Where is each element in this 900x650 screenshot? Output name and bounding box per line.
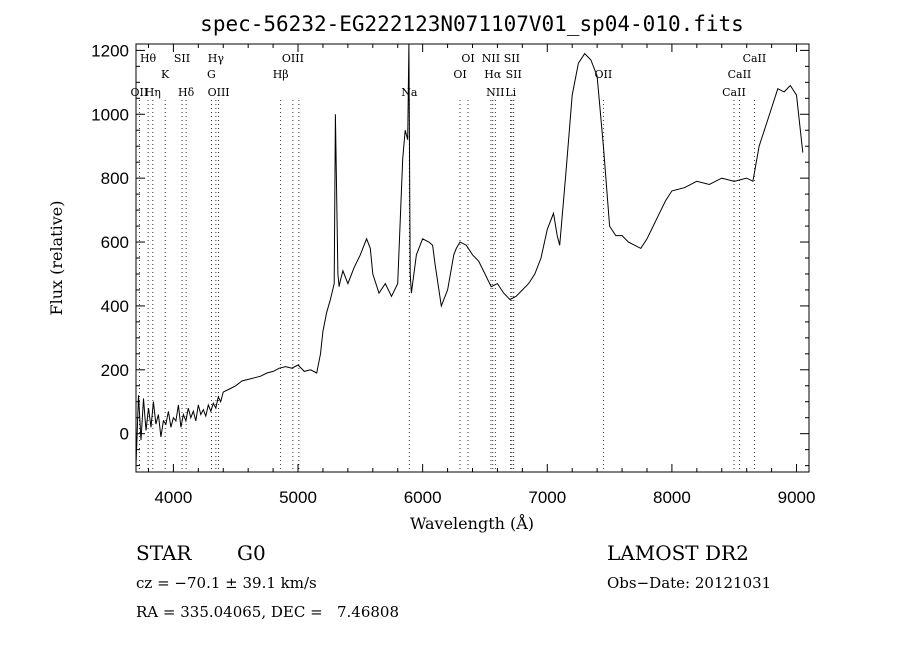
line-label: G: [207, 68, 216, 81]
line-label: Hη: [145, 86, 161, 99]
object-class: STAR: [136, 541, 192, 565]
y-axis-label: Flux (relative): [47, 201, 66, 316]
object-subclass: G0: [237, 541, 266, 565]
spectrum-line: [135, 43, 804, 466]
x-tick-label: 4000: [154, 488, 192, 507]
line-label: Hα: [484, 68, 502, 81]
chart-title: spec-56232-EG222123N071107V01_sp04-010.f…: [200, 12, 744, 36]
x-tick-label: 5000: [279, 488, 317, 507]
coordinates: RA = 335.04065, DEC = 7.46808: [136, 603, 400, 621]
survey-name: LAMOST DR2: [607, 541, 749, 565]
redshift-text: cz = −70.1 ± 39.1 km/s: [136, 574, 317, 592]
x-tick-label: 9000: [778, 488, 816, 507]
line-label: CaII: [722, 86, 746, 99]
x-tick-label: 8000: [653, 488, 691, 507]
line-label: CaII: [728, 68, 752, 81]
line-label: Hδ: [178, 86, 195, 99]
x-tick-label: 6000: [404, 488, 442, 507]
line-label: Li: [505, 86, 516, 99]
line-label: OII: [595, 68, 613, 81]
x-tick-label: 7000: [528, 488, 566, 507]
y-tick-label: 0: [120, 425, 129, 444]
line-label: OII: [131, 86, 149, 99]
line-label: SII: [504, 52, 520, 65]
y-tick-label: 800: [101, 169, 129, 188]
y-tick-label: 1200: [91, 41, 129, 60]
plot-frame: [135, 43, 810, 473]
obs-date: Obs−Date: 20121031: [607, 574, 772, 592]
line-label: Hθ: [140, 52, 157, 65]
line-label: NII: [482, 52, 500, 65]
line-label: NII: [486, 86, 504, 99]
y-tick-label: 200: [101, 361, 129, 380]
x-axis-ticks: 4000 5000 6000 7000 8000 9000: [147, 44, 816, 507]
line-label: Hβ: [273, 68, 289, 81]
line-label: OIII: [282, 52, 304, 65]
line-label: SII: [174, 52, 190, 65]
y-tick-label: 600: [101, 233, 129, 252]
line-label: OI: [461, 52, 474, 65]
y-tick-label: 1000: [91, 105, 129, 124]
line-label: OI: [453, 68, 466, 81]
x-axis-label: Wavelength (Å): [410, 513, 534, 533]
line-label: K: [161, 68, 170, 81]
line-label: OIII: [208, 86, 230, 99]
y-axis-ticks: 0 200 400 600 800 1000 1200: [91, 41, 809, 467]
line-label: SII: [506, 68, 522, 81]
line-label: CaII: [743, 52, 767, 65]
line-label: Hγ: [208, 52, 225, 65]
y-tick-label: 400: [101, 297, 129, 316]
